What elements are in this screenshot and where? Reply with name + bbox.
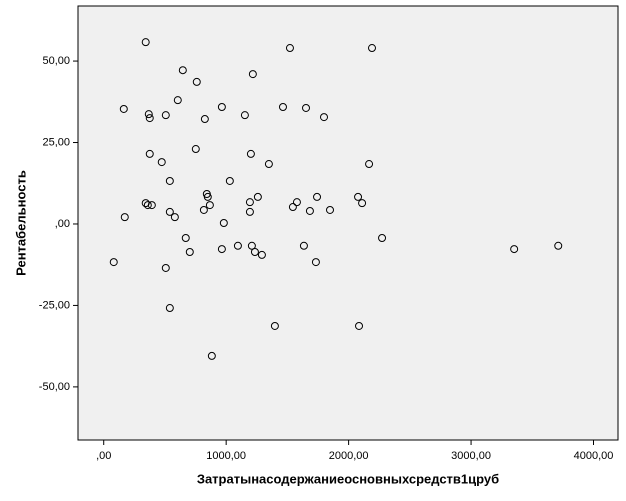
point bbox=[145, 114, 154, 123]
point bbox=[165, 304, 174, 313]
point bbox=[248, 70, 257, 79]
point bbox=[207, 351, 216, 360]
point bbox=[313, 192, 322, 201]
plot-area bbox=[77, 5, 619, 441]
point bbox=[173, 96, 182, 105]
point bbox=[245, 198, 254, 207]
point bbox=[292, 198, 301, 207]
y-tick-label: -25,00 bbox=[39, 299, 70, 311]
point bbox=[185, 247, 194, 256]
x-tick-label: 4000,00 bbox=[574, 450, 614, 462]
point bbox=[250, 247, 259, 256]
point bbox=[217, 245, 226, 254]
point bbox=[378, 233, 387, 242]
point bbox=[365, 160, 374, 169]
y-tick-label: ,00 bbox=[55, 218, 70, 230]
point bbox=[192, 77, 201, 86]
point bbox=[170, 213, 179, 222]
point bbox=[225, 176, 234, 185]
point bbox=[305, 206, 314, 215]
x-tick-label: ,00 bbox=[96, 450, 111, 462]
point bbox=[109, 258, 118, 267]
point bbox=[119, 104, 128, 113]
point bbox=[200, 115, 209, 124]
point bbox=[302, 103, 310, 112]
point bbox=[161, 111, 170, 120]
point bbox=[217, 103, 226, 112]
x-tick-label: 1000,00 bbox=[206, 450, 246, 462]
point bbox=[141, 38, 150, 47]
point bbox=[181, 233, 190, 242]
point bbox=[257, 250, 266, 259]
point bbox=[144, 110, 153, 119]
point bbox=[247, 241, 256, 250]
x-axis-label: Затратынасодержаниеосновныхсредств1цруб bbox=[197, 471, 499, 486]
point bbox=[165, 207, 174, 216]
point bbox=[120, 213, 129, 222]
point bbox=[157, 158, 166, 167]
point bbox=[368, 44, 376, 53]
point bbox=[320, 113, 328, 122]
point bbox=[253, 192, 262, 201]
point bbox=[143, 201, 152, 210]
point bbox=[510, 245, 519, 254]
point bbox=[205, 201, 214, 210]
point bbox=[355, 321, 364, 330]
point bbox=[165, 176, 174, 185]
point bbox=[191, 145, 200, 154]
x-tick-label: 3000,00 bbox=[451, 450, 491, 462]
point bbox=[278, 103, 287, 112]
point bbox=[245, 207, 254, 216]
point bbox=[270, 321, 279, 330]
point bbox=[203, 192, 212, 201]
point bbox=[326, 205, 334, 214]
point bbox=[240, 111, 249, 120]
point bbox=[288, 203, 297, 212]
point bbox=[311, 258, 320, 267]
point bbox=[354, 192, 363, 201]
y-tick-label: 50,00 bbox=[42, 55, 70, 67]
point bbox=[246, 149, 255, 158]
y-tick-label: -50,00 bbox=[39, 381, 70, 393]
point bbox=[161, 263, 170, 272]
y-tick-label: 25,00 bbox=[42, 136, 70, 148]
x-tick-label: 2000,00 bbox=[329, 450, 369, 462]
point bbox=[358, 199, 367, 208]
y-axis-label: Рентабельность bbox=[13, 170, 28, 276]
point bbox=[285, 44, 294, 53]
point bbox=[178, 66, 187, 75]
point bbox=[233, 241, 242, 250]
point bbox=[264, 160, 273, 169]
point bbox=[199, 205, 208, 214]
point bbox=[554, 241, 563, 250]
point bbox=[299, 241, 308, 250]
point bbox=[147, 201, 156, 210]
point bbox=[219, 219, 228, 227]
point bbox=[145, 149, 154, 158]
